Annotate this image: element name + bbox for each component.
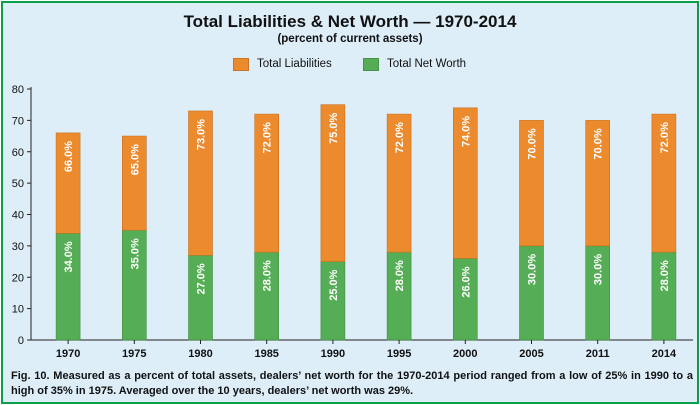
bar-liabilities [651, 113, 677, 253]
y-tick-label: 10 [12, 304, 24, 316]
data-label-liabilities: 70.0% [527, 128, 539, 159]
bar-net-worth [55, 233, 81, 341]
bar-net-worth [254, 251, 279, 341]
x-tick-label: 2000 [453, 348, 477, 360]
data-label-net-worth: 30.0% [527, 254, 539, 285]
data-label-net-worth: 28.0% [394, 260, 406, 291]
x-tick-label: 1975 [122, 348, 146, 360]
data-label-net-worth: 28.0% [659, 260, 671, 291]
legend-swatch-net-worth [363, 57, 379, 71]
y-tick-label: 70 [12, 115, 24, 127]
x-tick-label: 1995 [387, 348, 411, 360]
bar-net-worth [452, 258, 478, 341]
data-label-net-worth: 25.0% [328, 269, 340, 300]
data-label-liabilities: 70.0% [593, 128, 605, 159]
legend-item-net-worth: Total Net Worth [363, 57, 466, 71]
data-label-net-worth: 30.0% [593, 254, 605, 285]
y-tick-label: 60 [12, 147, 24, 159]
data-label-liabilities: 65.0% [129, 144, 141, 175]
chart-plot-area: 0 10 20 30 40 50 60 70 80 1970 34.0% 66.0% 1975 35.0%… [12, 84, 693, 360]
data-label-liabilities: 72.0% [394, 122, 406, 153]
legend-label-net-worth: Total Net Worth [387, 58, 467, 70]
data-label-net-worth: 26.0% [460, 266, 472, 297]
bar-net-worth [320, 261, 346, 341]
bar-net-worth [122, 229, 147, 341]
bar-liabilities [320, 104, 346, 262]
bar-net-worth [386, 251, 412, 341]
legend-swatch-liabilities [233, 57, 249, 71]
data-label-liabilities: 72.0% [659, 122, 671, 153]
bar-net-worth [651, 251, 677, 341]
x-tick-label: 1980 [188, 348, 212, 360]
y-tick-label: 20 [12, 272, 24, 284]
data-label-net-worth: 34.0% [63, 241, 75, 272]
legend-item-liabilities: Total Liabilities [233, 57, 332, 71]
y-tick-label: 30 [12, 241, 24, 253]
x-tick-label: 1970 [56, 348, 80, 360]
x-tick-label: 1990 [321, 348, 345, 360]
data-label-liabilities: 72.0% [262, 122, 274, 153]
y-tick-label: 0 [18, 335, 24, 347]
data-label-liabilities: 74.0% [460, 116, 472, 147]
bar-liabilities [188, 110, 213, 256]
bar-liabilities [55, 132, 81, 234]
data-label-liabilities: 75.0% [328, 112, 340, 143]
figure-caption: Fig. 10. Measured as a percent of total … [11, 370, 693, 397]
x-tick-label: 2005 [519, 348, 543, 360]
chart-title: Total Liabilities & Net Worth — 1970-201… [183, 12, 517, 31]
bar-liabilities [585, 120, 611, 247]
x-tick-label: 1985 [254, 348, 278, 360]
y-tick-label: 50 [12, 178, 24, 190]
legend-label-liabilities: Total Liabilities [257, 58, 332, 70]
chart-subtitle: (percent of current assets) [277, 33, 423, 45]
bar-liabilities [519, 120, 544, 247]
data-label-liabilities: 73.0% [196, 119, 208, 150]
x-tick-label: 2014 [652, 348, 677, 360]
x-tick-label: 2011 [586, 348, 610, 360]
bar-liabilities [254, 113, 279, 253]
bar-liabilities [452, 107, 478, 259]
bar-net-worth [519, 245, 544, 341]
data-label-liabilities: 66.0% [63, 141, 75, 172]
data-label-net-worth: 28.0% [262, 260, 274, 291]
y-tick-label: 80 [12, 84, 24, 96]
y-tick-label: 40 [12, 210, 24, 222]
bar-liabilities [122, 135, 147, 231]
data-label-net-worth: 27.0% [196, 263, 208, 294]
bar-liabilities [386, 113, 412, 253]
data-label-net-worth: 35.0% [129, 238, 141, 269]
bar-net-worth [585, 245, 611, 341]
